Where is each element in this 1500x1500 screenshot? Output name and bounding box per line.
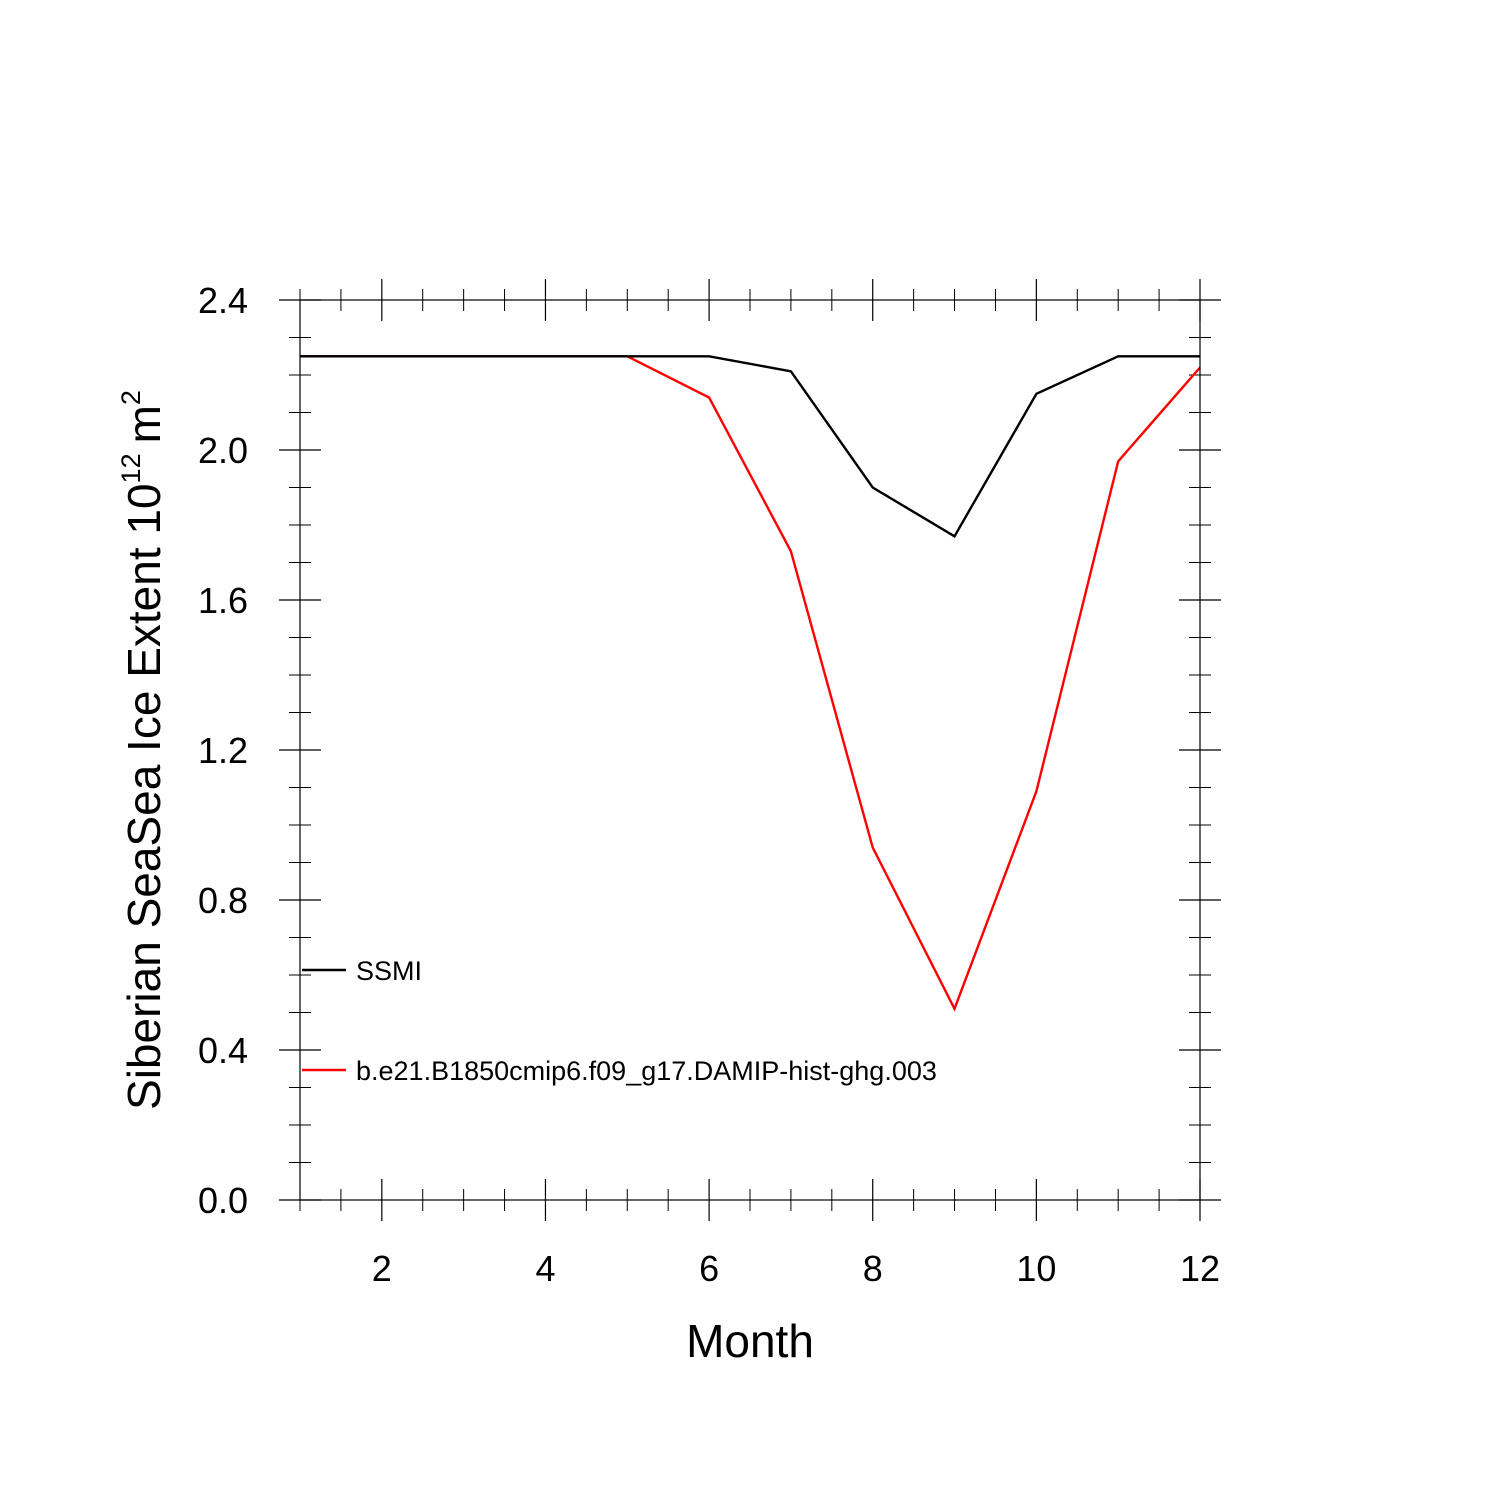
legend: SSMI b.e21.B1850cmip6.f09_g17.DAMIP-hist-…: [302, 956, 937, 1086]
tick-labels: 2 4 6 8 10 12 0.0 0.4 0.8 1.2 1.6 2.0 2.4: [198, 280, 1220, 1289]
plot-frame: [299, 299, 1201, 1201]
x-tick-label: 2: [372, 1248, 392, 1289]
x-tick-label: 12: [1180, 1248, 1220, 1289]
x-tick-label: 4: [535, 1248, 555, 1289]
series-line: [300, 355, 1201, 1012]
legend-label: b.e21.B1850cmip6.f09_g17.DAMIP-hist-ghg.…: [356, 1056, 937, 1086]
x-tick-label: 8: [863, 1248, 883, 1289]
series-lines: [300, 355, 1201, 1012]
y-tick-label: 1.6: [198, 580, 248, 621]
y-tick-label: 0.4: [198, 1030, 248, 1071]
y-axis-label-text: Siberian SeaSea Ice Extent 10: [118, 483, 170, 1110]
y-tick-label: 0.0: [198, 1180, 248, 1221]
series-line: [300, 355, 1200, 538]
y-tick-label: 2.0: [198, 430, 248, 471]
x-tick-label: 6: [699, 1248, 719, 1289]
y-axis-label-unit: m: [118, 405, 170, 443]
legend-label: SSMI: [356, 956, 422, 986]
y-axis-label-unit-exponent: 2: [116, 390, 146, 405]
y-tick-label: 1.2: [198, 730, 248, 771]
y-tick-label: 0.8: [198, 880, 248, 921]
y-axis-label: Siberian SeaSea Ice Extent 1012 m2: [116, 390, 170, 1110]
x-tick-label: 10: [1016, 1248, 1056, 1289]
y-axis-label-exponent: 12: [116, 453, 146, 483]
y-tick-label: 2.4: [198, 280, 248, 321]
x-axis-label: Month: [686, 1315, 814, 1367]
